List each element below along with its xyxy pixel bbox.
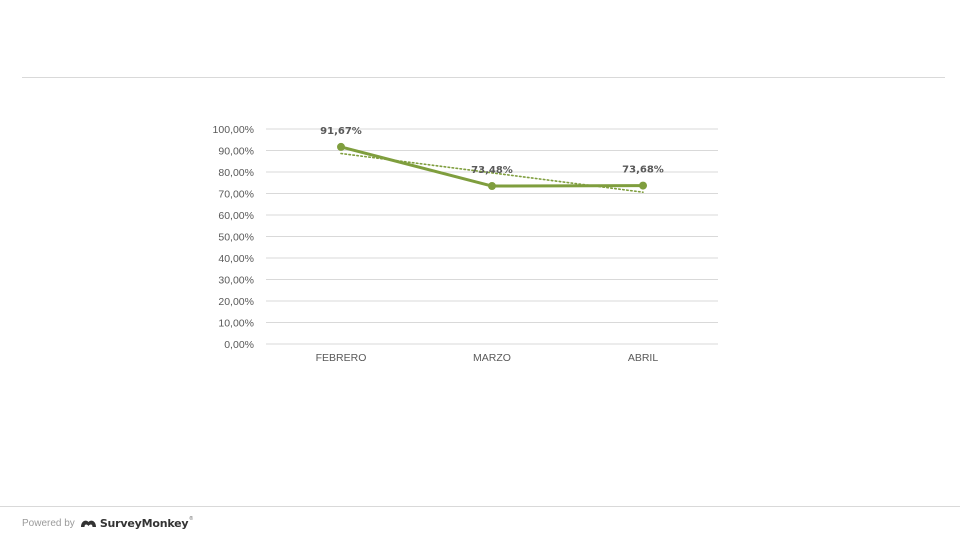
header-divider xyxy=(22,77,945,78)
y-tick-label-5: 50,00% xyxy=(218,232,254,244)
y-tick-label-10: 100,00% xyxy=(213,124,254,136)
data-label-marzo: 73,48% xyxy=(471,165,513,176)
y-tick-label-3: 30,00% xyxy=(218,275,254,287)
y-tick-label-6: 60,00% xyxy=(218,210,254,222)
footer: Powered by SurveyMonkey ® xyxy=(22,514,195,532)
x-tick-label-febrero: FEBRERO xyxy=(316,352,367,364)
brand-trademark: ® xyxy=(189,516,194,522)
data-point-abril xyxy=(639,181,647,190)
chart-area: 0,00% 10,00% 20,00% 30,00% 40,00% 50,00% 60,00… xyxy=(213,124,718,364)
surveymonkey-logo-icon xyxy=(80,520,96,527)
powered-by-label: Powered by xyxy=(22,517,75,529)
y-tick-label-7: 70,00% xyxy=(218,189,254,201)
y-tick-label-2: 20,00% xyxy=(218,296,254,308)
y-tick-label-1: 10,00% xyxy=(218,318,254,330)
x-tick-label-abril: ABRIL xyxy=(628,352,659,364)
data-point-febrero xyxy=(337,142,345,151)
y-tick-label-9: 90,00% xyxy=(218,146,254,158)
x-tick-label-marzo: MARZO xyxy=(473,352,511,364)
footer-divider xyxy=(0,506,960,507)
line-chart: 0,00% 10,00% 20,00% 30,00% 40,00% 50,00% 60,00… xyxy=(213,124,718,364)
y-tick-label-8: 80,00% xyxy=(218,167,254,179)
y-tick-label-0: 0,00% xyxy=(224,339,254,351)
data-point-marzo xyxy=(488,182,496,191)
y-tick-label-4: 40,00% xyxy=(218,253,254,265)
brand-logo[interactable]: SurveyMonkey ® xyxy=(80,516,195,530)
data-label-febrero: 91,67% xyxy=(320,126,362,137)
brand-name: SurveyMonkey xyxy=(99,516,189,530)
data-label-abril: 73,68% xyxy=(622,165,664,176)
